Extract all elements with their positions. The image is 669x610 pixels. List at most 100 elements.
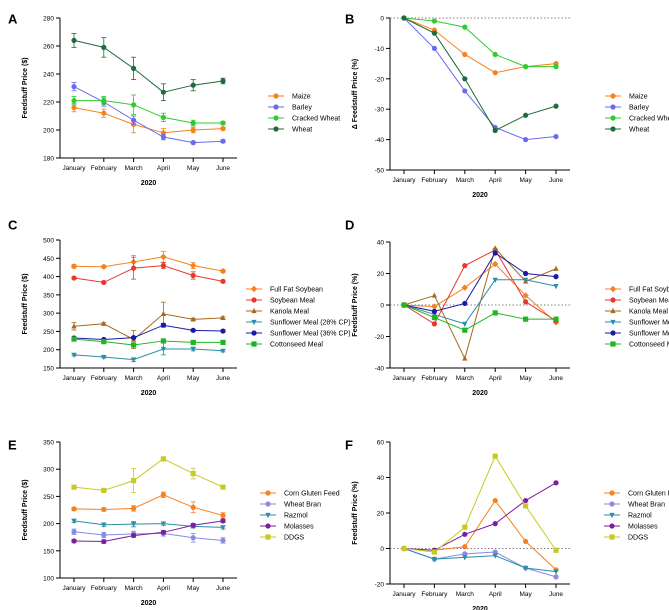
data-point-marker	[160, 346, 166, 353]
legend-marker	[265, 512, 271, 519]
legend-marker	[609, 523, 615, 529]
series-line	[73, 39, 224, 93]
legend: Corn Gluten Feed Wheat Bran Razmol Molasses…	[260, 490, 340, 542]
data-point-marker	[492, 250, 498, 256]
data-point-marker	[431, 308, 437, 314]
data-point-marker	[160, 456, 166, 462]
y-tick-label: 220	[43, 100, 54, 107]
data-point-marker	[553, 574, 559, 580]
data-point-marker	[553, 274, 559, 280]
legend-marker	[609, 285, 617, 293]
data-point-marker	[131, 532, 137, 539]
x-tick-label: April	[157, 375, 171, 382]
data-point-marker	[431, 292, 437, 298]
series	[71, 342, 226, 363]
legend-marker	[273, 126, 279, 132]
data-point-marker	[462, 544, 468, 550]
data-point-marker	[131, 505, 137, 511]
data-point-marker	[160, 322, 166, 328]
series-line	[403, 279, 557, 325]
data-point-marker	[71, 529, 77, 535]
data-point-marker	[71, 105, 77, 111]
legend-entry: Sunflower Meal (28% CP)	[629, 320, 669, 327]
data-point-marker	[523, 299, 529, 305]
data-point-marker	[462, 300, 468, 307]
data-point-marker	[101, 279, 107, 286]
data-point-marker	[431, 18, 437, 24]
panel-c: C 150 200 250 300 350 400 450 500 January February…	[8, 218, 351, 397]
legend-entry: Full Fat Soybean	[629, 287, 669, 294]
y-tick-label: 20	[377, 271, 385, 278]
data-point-marker	[71, 336, 77, 342]
data-point-marker	[190, 327, 196, 333]
x-tick-label: January	[62, 165, 86, 172]
legend-marker	[609, 534, 615, 540]
data-point-marker	[220, 525, 226, 531]
y-axis-label: Feedstuff Price ($)	[22, 479, 29, 540]
x-tick-label: February	[421, 591, 448, 598]
data-point-marker	[220, 138, 226, 144]
data-point-marker	[492, 70, 498, 76]
series	[71, 256, 226, 286]
data-point-marker	[190, 339, 196, 345]
legend-marker	[610, 330, 616, 336]
panel-f: F -20 0 20 40 60 January February March April May J…	[345, 438, 669, 610]
data-point-marker	[462, 555, 468, 561]
legend-marker	[251, 297, 257, 303]
x-tick-label: March	[456, 591, 474, 598]
data-point-marker	[462, 51, 468, 58]
legend-marker	[250, 285, 258, 293]
data-point-marker	[553, 569, 559, 575]
x-tick-label: January	[62, 585, 86, 592]
panel-label-c: C	[8, 218, 18, 233]
panel-label-d: D	[345, 218, 354, 233]
data-point-marker	[131, 65, 137, 71]
y-tick-label: 40	[377, 475, 385, 482]
series	[400, 260, 560, 326]
x-tick-label: January	[392, 375, 416, 382]
data-point-marker	[462, 321, 468, 327]
data-point-marker	[462, 88, 468, 94]
data-point-marker	[101, 538, 107, 545]
data-point-marker	[71, 98, 77, 104]
y-tick-label: 0	[380, 16, 384, 23]
data-point-marker	[220, 348, 226, 354]
data-point-marker	[553, 265, 559, 271]
legend-marker	[265, 490, 271, 496]
series	[71, 94, 226, 127]
y-tick-label: 300	[43, 311, 54, 318]
data-point-marker	[462, 355, 468, 361]
x-tick-label: March	[456, 375, 474, 382]
data-point-marker	[431, 30, 437, 36]
series-line	[73, 494, 224, 516]
data-point-marker	[190, 272, 196, 279]
legend-entry: Cracked Wheat	[292, 116, 340, 123]
panel-b: B -50 -40 -30 -20 -10 0 January February March Apr…	[345, 12, 669, 199]
legend-marker	[265, 534, 271, 540]
series-line	[403, 499, 557, 571]
legend: Full Fat Soybean Soybean Meal Kanola Meal S…	[246, 285, 351, 349]
series	[71, 301, 226, 350]
data-point-marker	[131, 102, 137, 108]
data-point-marker	[431, 312, 437, 318]
data-point-marker	[131, 357, 137, 363]
data-point-marker	[71, 352, 77, 358]
legend-marker	[610, 126, 616, 132]
x-axis-label: 2020	[472, 390, 488, 397]
series-line	[403, 17, 557, 132]
y-tick-label: 200	[43, 347, 54, 354]
data-point-marker	[401, 545, 407, 552]
data-point-marker	[71, 84, 77, 90]
data-point-marker	[190, 522, 196, 528]
y-tick-label: 350	[43, 440, 54, 447]
data-point-marker	[190, 504, 196, 510]
x-tick-label: January	[62, 375, 86, 382]
panel-e: E 100 150 200 250 300 350 January February March A…	[8, 438, 340, 607]
series	[401, 453, 559, 555]
data-point-marker	[160, 529, 166, 535]
y-tick-label: -20	[375, 582, 385, 589]
data-point-marker	[101, 110, 107, 116]
x-tick-label: June	[216, 165, 230, 172]
x-axis-label: 2020	[472, 606, 488, 610]
x-tick-label: February	[91, 165, 118, 172]
